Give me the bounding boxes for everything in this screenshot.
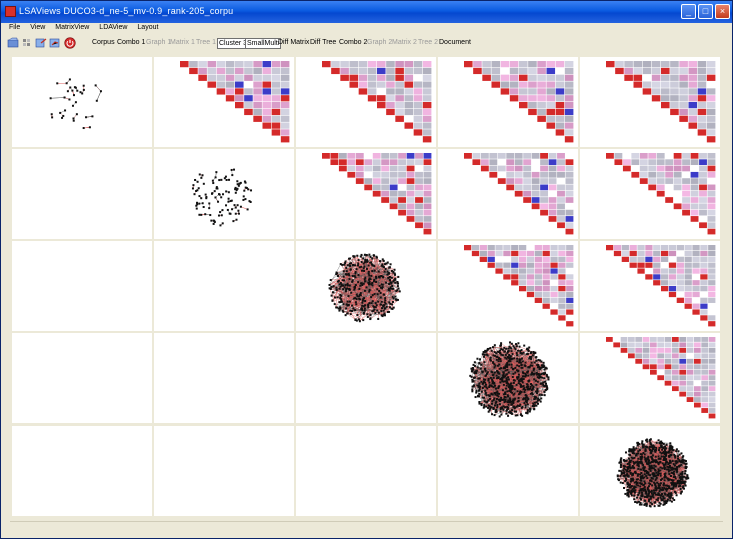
grid-cell-r1c1[interactable] [154, 149, 294, 239]
grid-cell-r1c2[interactable] [296, 149, 436, 239]
matrix-view [606, 153, 716, 235]
grid-cell-r2c0[interactable] [12, 241, 152, 331]
grid-cell-r2c1[interactable] [154, 241, 294, 331]
title-bar[interactable]: LSAViews DUCO3-d_ne-5_mv-0.9_rank-205_co… [1, 1, 732, 23]
tab-matrix-1: Matrix 1 [170, 39, 195, 46]
status-bar [10, 521, 723, 533]
grid-cell-r0c3[interactable] [438, 57, 578, 147]
matrix-view [464, 153, 574, 235]
grid-cell-r3c1[interactable] [154, 333, 294, 423]
grid-cell-r2c3[interactable] [438, 241, 578, 331]
grid-cell-r3c4[interactable] [580, 333, 720, 423]
grid-cell-r3c0[interactable] [12, 333, 152, 423]
tab-tree-2: Tree 2 [418, 39, 438, 46]
graph-view [191, 168, 253, 227]
matrix-view [322, 153, 432, 235]
grid-cell-r0c1[interactable] [154, 57, 294, 147]
graph-view [49, 78, 102, 130]
grid-cell-r1c4[interactable] [580, 149, 720, 239]
grid-cell-r1c3[interactable] [438, 149, 578, 239]
graph-nodes [191, 168, 253, 227]
similarity-matrix [180, 61, 290, 143]
stop-icon[interactable] [64, 37, 76, 49]
graph-view [469, 341, 550, 418]
grid-cell-r2c4[interactable] [580, 241, 720, 331]
similarity-matrix [322, 153, 432, 235]
menu-layout[interactable]: Layout [137, 24, 159, 31]
similarity-matrix [464, 61, 574, 143]
matrix-view [464, 245, 574, 327]
stack-icon[interactable] [21, 37, 33, 49]
matrix-view [606, 61, 716, 143]
matrix-view [606, 337, 716, 419]
similarity-matrix [606, 245, 716, 327]
graph-nodes [49, 78, 102, 130]
grid-cell-r2c2[interactable] [296, 241, 436, 331]
grid-cell-r3c2[interactable] [296, 333, 436, 423]
menu-bar: File View MatrixView LDAView Layout [3, 24, 158, 36]
similarity-matrix [606, 61, 716, 143]
grid-cell-r1c0[interactable] [12, 149, 152, 239]
graph-nodes [328, 253, 401, 323]
similarity-matrix [322, 61, 432, 143]
graph-view [616, 438, 690, 508]
matrix-view [464, 61, 574, 143]
chart-icon[interactable] [49, 37, 61, 49]
app-icon [5, 6, 16, 17]
similarity-matrix [606, 153, 716, 235]
tab-graph-1: Graph 1 [146, 39, 172, 46]
grid-cell-r4c4[interactable] [580, 426, 720, 516]
grid-cell-r4c3[interactable] [438, 426, 578, 516]
graph-nodes [469, 341, 550, 418]
menu-matrixview[interactable]: MatrixView [55, 24, 90, 31]
grid-cell-r4c0[interactable] [12, 426, 152, 516]
grid-cell-r0c0[interactable] [12, 57, 152, 147]
graph-nodes [616, 438, 690, 508]
tab-tree-1: Tree 1 [196, 39, 216, 46]
menu-view[interactable]: View [30, 24, 46, 31]
similarity-matrix [464, 245, 574, 327]
graph-view [328, 253, 401, 323]
tab-diff-tree[interactable]: Diff Tree [310, 39, 337, 46]
similarity-matrix [606, 337, 716, 419]
tab-corpus[interactable]: Corpus [92, 39, 115, 46]
tab-matrix-2: Matrix 2 [392, 39, 417, 46]
matrix-view [322, 61, 432, 143]
grid-cell-r0c2[interactable] [296, 57, 436, 147]
close-button[interactable]: × [715, 4, 730, 19]
toolbar: Corpus Combo 1 Graph 1 Matrix 1 Tree 1 Cluste… [3, 37, 731, 51]
grid-cell-r0c4[interactable] [580, 57, 720, 147]
menu-file[interactable]: File [9, 24, 21, 31]
grid-cell-r3c3[interactable] [438, 333, 578, 423]
menu-ldaview[interactable]: LDAView [99, 24, 128, 31]
tab-combo-2[interactable]: Combo 2 [339, 39, 368, 46]
minimize-button[interactable]: _ [681, 4, 696, 19]
matrix-view [606, 245, 716, 327]
tab-smallmulti[interactable]: SmallMulti [245, 38, 282, 49]
similarity-matrix [464, 153, 574, 235]
export-icon[interactable] [35, 37, 47, 49]
tab-graph-2: Graph 2 [367, 39, 393, 46]
tab-document[interactable]: Document [439, 39, 471, 46]
tab-combo-1[interactable]: Combo 1 [117, 39, 146, 46]
matrix-view [180, 61, 290, 143]
tab-diff-matrix[interactable]: Diff Matrix [278, 39, 310, 46]
small-multiples-grid [10, 55, 723, 519]
window-title: LSAViews DUCO3-d_ne-5_mv-0.9_rank-205_co… [19, 6, 234, 16]
grid-cell-r4c2[interactable] [296, 426, 436, 516]
grid-cell-r4c1[interactable] [154, 426, 294, 516]
open-icon[interactable] [7, 37, 19, 49]
maximize-button[interactable]: □ [698, 4, 713, 19]
